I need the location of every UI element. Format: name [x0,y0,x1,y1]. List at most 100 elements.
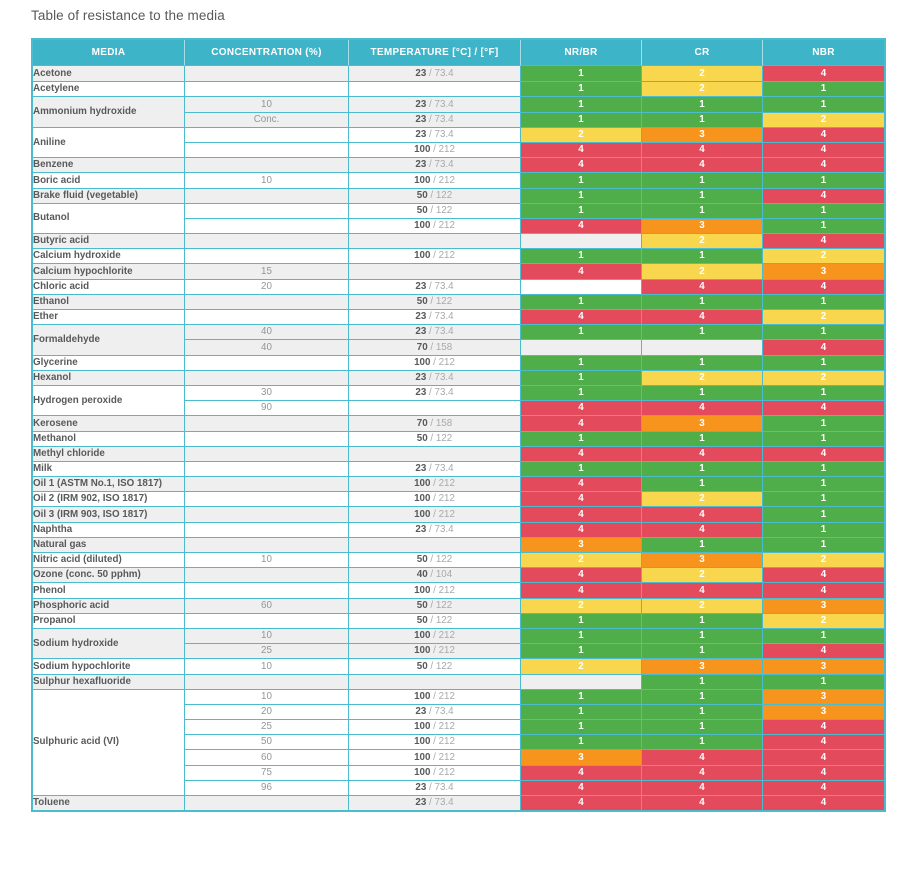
rating-cell-cr: 1 [642,536,763,552]
temperature-cell [349,233,521,249]
rating-cell-cr: 4 [642,309,763,325]
rating-cell-nrbr: 4 [521,764,642,780]
concentration-cell [185,202,349,218]
table-row: Ether 23 / 73.4 4 4 2 [33,309,884,325]
table-row: Kerosene 70 / 158 4 3 1 [33,415,884,431]
temperature-cell [349,81,521,97]
rating-cell-nrbr: 1 [521,627,642,644]
rating-cell-nbr: 4 [763,278,884,294]
concentration-cell [185,476,349,492]
rating-cell-cr: 1 [642,354,763,370]
media-cell: Butanol [33,202,185,234]
table-row: Toluene 23 / 73.4 4 4 4 [33,795,884,811]
rating-cell-nrbr: 3 [521,536,642,552]
rating-cell-nbr: 4 [763,567,884,583]
table-row: Natural gas 3 1 1 [33,536,884,552]
temperature-cell: 23 / 73.4 [349,111,521,127]
rating-cell-nrbr: 1 [521,719,642,735]
temperature-cell: 40 / 104 [349,567,521,583]
rating-cell-nbr: 3 [763,263,884,279]
concentration-cell: 60 [185,597,349,613]
rating-cell-nbr: 1 [763,384,884,401]
rating-cell-nrbr: 1 [521,460,642,477]
temperature-cell [349,445,521,461]
concentration-cell: 40 [185,324,349,340]
table-row: Acetylene 1 2 1 [33,81,884,97]
temperature-cell: 50 / 122 [349,202,521,218]
media-cell: Ozone (conc. 50 pphm) [33,567,185,583]
rating-cell-cr: 1 [642,384,763,401]
rating-cell-nrbr: 4 [521,795,642,811]
table-row: Ozone (conc. 50 pphm) 40 / 104 4 2 4 [33,567,884,583]
table-row: Conc. 23 / 73.4 1 1 2 [33,111,884,127]
concentration-cell: 10 [185,658,349,674]
media-cell: Nitric acid (diluted) [33,552,185,568]
table-row: Glycerine 100 / 212 1 1 1 [33,354,884,370]
rating-cell-nbr: 4 [763,66,884,82]
temperature-cell: 50 / 122 [349,293,521,309]
table-row: Phenol 100 / 212 4 4 4 [33,582,884,598]
concentration-cell [185,415,349,431]
rating-cell-nrbr: 1 [521,96,642,112]
rating-cell-nbr: 2 [763,612,884,628]
media-cell: Methanol [33,430,185,446]
col-header-media: MEDIA [33,40,185,66]
concentration-cell [185,293,349,309]
rating-cell-cr: 1 [642,460,763,477]
rating-cell-nrbr: 4 [521,445,642,461]
table-row: Chloric acid 20 23 / 73.4 4 4 [33,278,884,294]
concentration-cell [185,795,349,811]
rating-cell-cr: 3 [642,552,763,568]
concentration-cell [185,506,349,522]
rating-cell-nbr: 4 [763,445,884,461]
rating-cell-nbr: 1 [763,460,884,477]
table-row: Butyric acid 2 4 [33,233,884,249]
temperature-cell: 70 / 158 [349,339,521,355]
rating-cell-cr: 1 [642,719,763,735]
rating-cell-cr: 1 [642,703,763,720]
temperature-cell: 23 / 73.4 [349,521,521,537]
media-cell: Acetylene [33,81,185,97]
rating-cell-cr: 1 [642,202,763,218]
media-cell: Naphtha [33,521,185,537]
concentration-cell [185,369,349,385]
header-row: MEDIA CONCENTRATION (%) TEMPERATURE [°C]… [33,40,884,66]
rating-cell-nrbr: 4 [521,141,642,158]
concentration-cell [185,567,349,583]
rating-cell-nbr: 3 [763,597,884,613]
concentration-cell: 10 [185,552,349,568]
concentration-cell [185,582,349,598]
media-cell: Ether [33,309,185,325]
rating-cell-cr: 1 [642,688,763,704]
rating-cell-cr: 2 [642,369,763,385]
table-row: Nitric acid (diluted) 10 50 / 122 2 3 2 [33,552,884,568]
concentration-cell: 75 [185,764,349,780]
table-row: Sulphur hexafluoride 1 1 [33,673,884,689]
rating-cell-nbr: 4 [763,643,884,659]
concentration-cell [185,354,349,370]
temperature-cell: 100 / 212 [349,749,521,765]
media-cell: Phosphoric acid [33,597,185,613]
temperature-cell: 100 / 212 [349,354,521,370]
rating-cell-nrbr: 1 [521,187,642,203]
rating-cell-nrbr: 1 [521,734,642,750]
rating-cell-nbr: 4 [763,157,884,173]
temperature-cell: 23 / 73.4 [349,369,521,385]
table-row: 90 4 4 4 [33,400,884,416]
media-cell: Toluene [33,795,185,811]
concentration-cell [185,521,349,537]
rating-cell-nbr: 1 [763,172,884,188]
temperature-cell: 100 / 212 [349,248,521,264]
concentration-cell [185,445,349,461]
rating-cell-nbr: 4 [763,764,884,780]
rating-cell-nrbr: 3 [521,749,642,765]
rating-cell-nbr: 1 [763,506,884,522]
rating-cell-nrbr: 4 [521,521,642,537]
table-row: Acetone 23 / 73.4 1 2 4 [33,66,884,82]
table-row: Hexanol 23 / 73.4 1 2 2 [33,369,884,385]
rating-cell-nrbr: 1 [521,430,642,446]
rating-cell-nrbr: 4 [521,217,642,234]
rating-cell-cr: 3 [642,658,763,674]
media-cell: Sodium hypochlorite [33,658,185,674]
table-row: Sodium hydroxide 10 100 / 212 1 1 1 [33,627,884,659]
